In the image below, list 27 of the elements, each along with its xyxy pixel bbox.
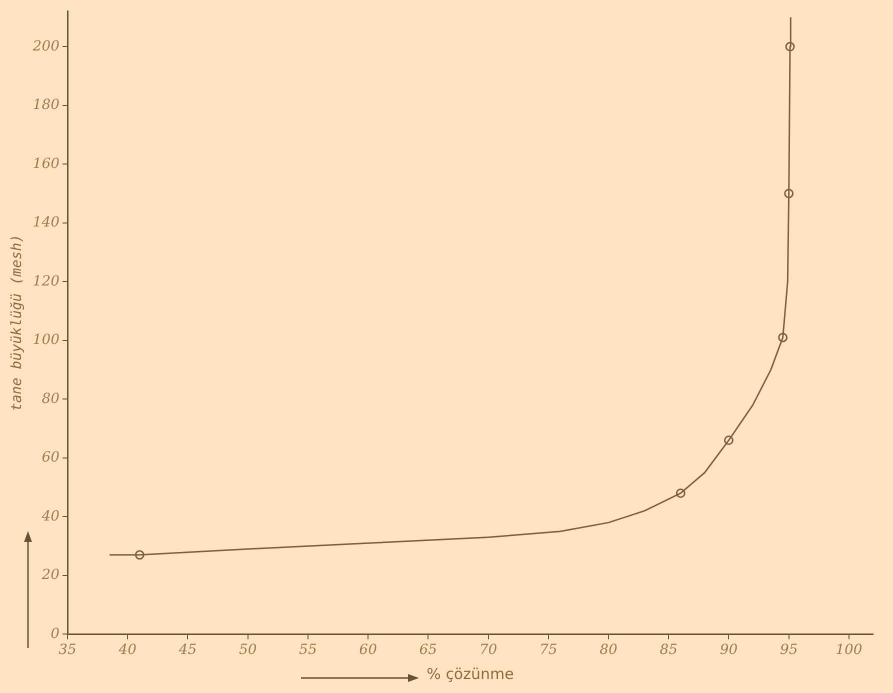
x-tick-label: 65 [419, 642, 438, 658]
y-tick-label: 20 [40, 567, 60, 584]
y-tick-label: 160 [32, 156, 60, 172]
y-tick-label: 180 [32, 97, 60, 114]
y-tick-label: 60 [42, 450, 60, 466]
x-tick-label: 40 [118, 642, 137, 658]
x-tick-label: 95 [780, 642, 798, 658]
y-tick-label: 120 [32, 273, 60, 290]
x-tick-label: 85 [660, 642, 678, 658]
x-tick-label: 70 [479, 642, 498, 658]
x-tick-label: 55 [299, 642, 317, 658]
x-tick-label: 100 [836, 642, 862, 658]
x-tick-label: 60 [359, 642, 378, 658]
y-tick-label: 80 [42, 390, 60, 407]
x-axis-title: % çözünme [426, 664, 514, 683]
y-tick-label: 100 [32, 332, 60, 348]
y-tick-label: 140 [32, 214, 60, 231]
y-axis-title: tane büyüklüğü (mesh) [9, 234, 26, 412]
x-tick-label: 50 [238, 642, 257, 658]
x-tick-label: 90 [720, 642, 738, 658]
x-tick-label: 75 [539, 642, 558, 658]
x-tick-label: 35 [58, 642, 77, 658]
y-tick-label: 0 [50, 626, 60, 642]
x-tick-label: 80 [600, 642, 618, 658]
y-tick-label: 200 [32, 38, 60, 54]
x-tick-label: 45 [178, 642, 197, 658]
y-tick-label: 40 [40, 508, 60, 524]
